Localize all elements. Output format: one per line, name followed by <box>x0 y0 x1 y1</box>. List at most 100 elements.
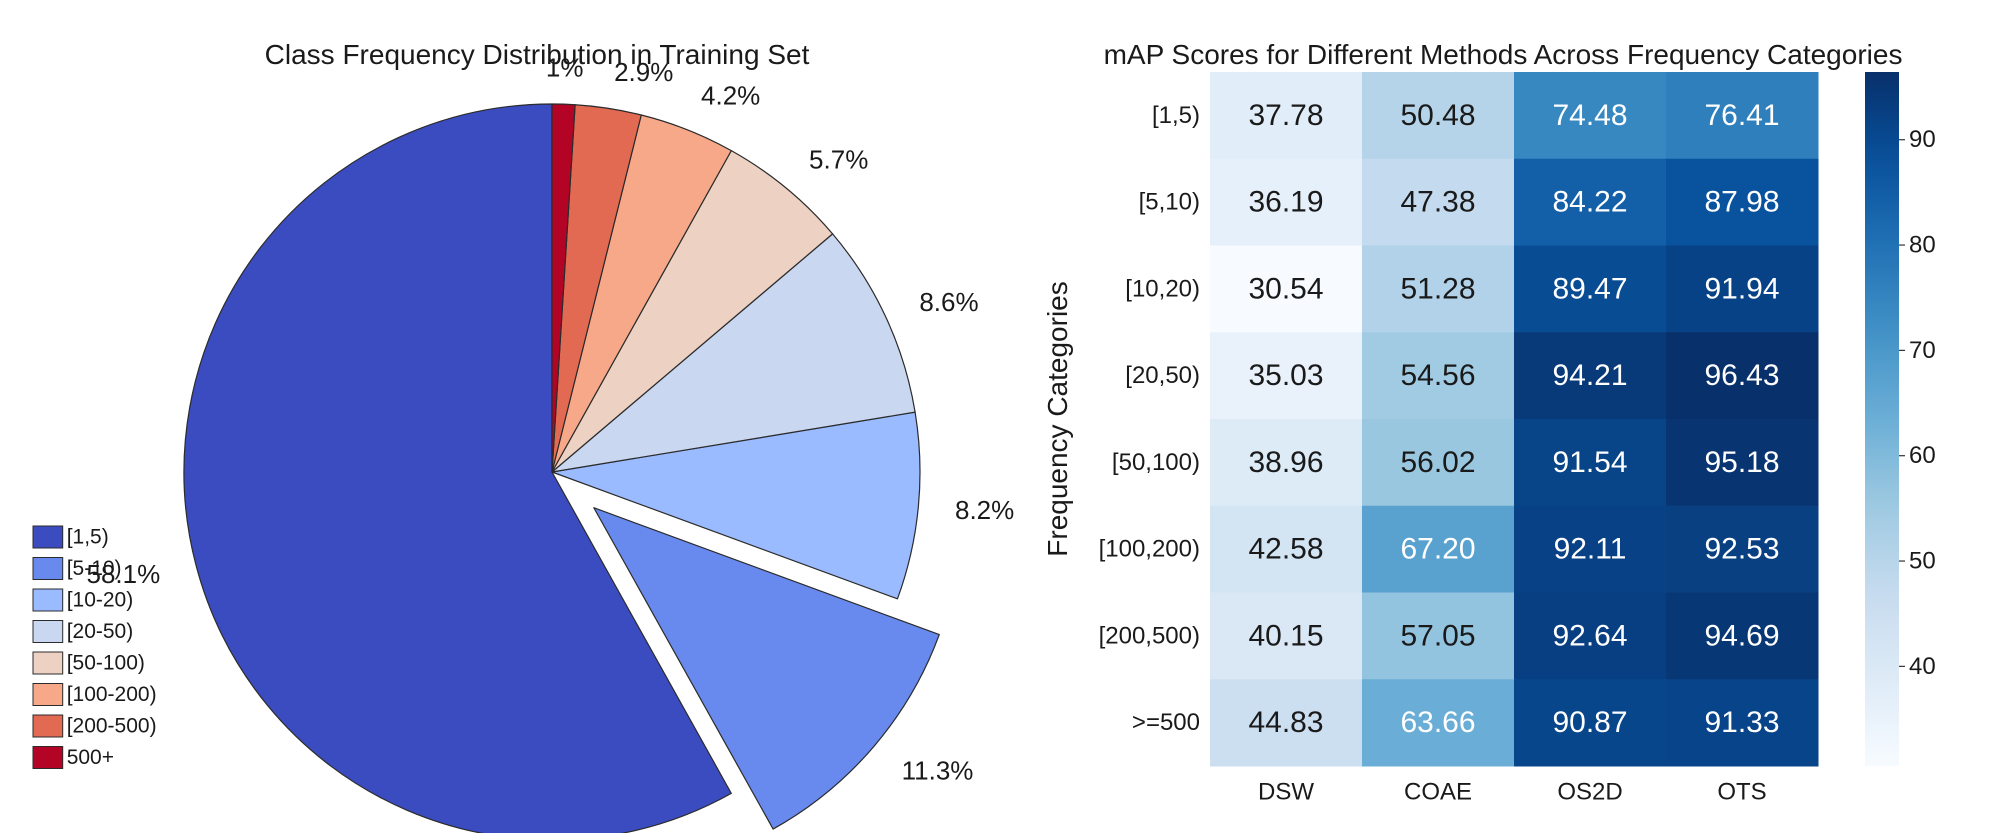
heatmap-cell-value: 84.22 <box>1552 186 1627 219</box>
heatmap-cell-value: 51.28 <box>1400 272 1475 305</box>
heatmap-cell-value: 89.47 <box>1552 272 1627 305</box>
pie-value-label: 5.7% <box>809 144 868 174</box>
pie-value-label: 2.9% <box>614 57 673 87</box>
heatmap-column-label: OS2D <box>1557 779 1622 806</box>
legend-swatch <box>32 714 64 738</box>
pie-value-label: 4.2% <box>701 81 760 111</box>
legend-swatch <box>32 557 64 580</box>
heatmap-cell <box>1514 592 1667 680</box>
pie-value-label: 8.6% <box>919 287 978 317</box>
legend-label: [10-20) <box>67 589 134 612</box>
heatmap-cell-value: 92.53 <box>1704 533 1779 566</box>
heatmap-cell-value: 42.58 <box>1248 533 1323 566</box>
colorbar-tick-label: 60 <box>1909 442 1936 469</box>
legend-label: [5-10) <box>67 557 122 580</box>
pie-value-label: 58.1% <box>87 559 161 589</box>
heatmap-cell-value: 36.19 <box>1248 186 1323 219</box>
heatmap-cell <box>1362 419 1515 507</box>
heatmap-cell <box>1514 72 1667 160</box>
heatmap-cell-value: 94.21 <box>1552 359 1627 392</box>
heatmap-row-label: [50,100) <box>1112 449 1200 476</box>
pie-value-label: 1% <box>546 52 584 82</box>
heatmap-cell-value: 50.48 <box>1400 99 1475 132</box>
pie-chart-panel: Class Frequency Distribution in Training… <box>32 39 1014 838</box>
heatmap-cell <box>1666 679 1819 767</box>
heatmap-cell <box>1514 679 1667 767</box>
heatmap-cell <box>1210 592 1363 680</box>
heatmap-cell <box>1362 158 1515 246</box>
legend-label: [100-200) <box>67 683 157 706</box>
colorbar-tick-label: 90 <box>1909 126 1936 153</box>
heatmap-cell-value: 35.03 <box>1248 359 1323 392</box>
heatmap-row-label: [200,500) <box>1099 622 1200 649</box>
heatmap-cell-value: 92.11 <box>1554 533 1627 566</box>
heatmap-cell-value: 92.64 <box>1552 619 1627 652</box>
heatmap-cell <box>1666 332 1819 420</box>
heatmap-row-label: [5,10) <box>1139 189 1200 216</box>
heatmap-cell <box>1210 419 1363 507</box>
legend-label: [200-500) <box>67 715 157 738</box>
pie-slice-1 <box>183 103 732 838</box>
heatmap-cell <box>1666 72 1819 160</box>
heatmap-cell <box>1210 679 1363 767</box>
heatmap-column-label: OTS <box>1717 779 1766 806</box>
heatmap-cell <box>1362 72 1515 160</box>
heatmap-cell-value: 94.69 <box>1704 619 1779 652</box>
heatmap-cell <box>1210 72 1363 160</box>
heatmap-cell-value: 96.43 <box>1704 359 1779 392</box>
heatmap-cell <box>1514 332 1667 420</box>
heatmap-cell <box>1666 505 1819 593</box>
heatmap-row-label: [10,20) <box>1125 275 1200 302</box>
legend-swatch <box>32 683 64 706</box>
heatmap-panel: mAP Scores for Different Methods Across … <box>1042 39 1936 806</box>
heatmap-cell <box>1666 158 1819 246</box>
heatmap-y-axis-label: Frequency Categories <box>1042 281 1073 556</box>
heatmap-cell-value: 95.18 <box>1704 446 1779 479</box>
heatmap-cell <box>1210 332 1363 420</box>
heatmap-tick-labels: [1,5) [5,10) [10,20) [20,50) [50,100) [100,20… <box>1099 102 1767 806</box>
heatmap-row-label: [100,200) <box>1099 536 1200 563</box>
heatmap-cell-value: 40.15 <box>1248 619 1323 652</box>
heatmap-row-label: [1,5) <box>1152 102 1200 129</box>
legend-label: 500+ <box>67 746 114 769</box>
colorbar-gradient <box>1865 72 1899 766</box>
heatmap-cell-value: 47.38 <box>1400 186 1475 219</box>
heatmap-cell <box>1362 505 1515 593</box>
heatmap-cell-value: 30.54 <box>1248 272 1323 305</box>
heatmap-cell <box>1514 419 1667 507</box>
heatmap-cell-value: 67.20 <box>1400 533 1475 566</box>
heatmap-cell <box>1514 245 1667 333</box>
heatmap-cell-value: 38.96 <box>1248 446 1323 479</box>
legend-label: [20-50) <box>67 620 134 643</box>
heatmap-cell-value: 91.54 <box>1552 446 1627 479</box>
heatmap-cell-value: 76.41 <box>1704 99 1779 132</box>
heatmap-cell <box>1362 592 1515 680</box>
heatmap-cell-value: 91.33 <box>1704 706 1779 739</box>
pie-chart-title: Class Frequency Distribution in Training… <box>265 39 810 70</box>
heatmap-cell-value: 90.87 <box>1552 706 1627 739</box>
heatmap-title: mAP Scores for Different Methods Across … <box>1104 39 1903 70</box>
heatmap-cell <box>1362 679 1515 767</box>
legend-swatch <box>32 651 64 675</box>
heatmap-cell-value: 56.02 <box>1400 446 1475 479</box>
colorbar-tick-label: 50 <box>1909 548 1936 575</box>
heatmap-cell <box>1210 158 1363 246</box>
heatmap-cell-value: 74.48 <box>1552 99 1627 132</box>
heatmap-cell <box>1362 332 1515 420</box>
colorbar-tick-label: 40 <box>1909 653 1936 680</box>
colorbar-tick-label: 70 <box>1909 337 1936 364</box>
pie-legend: [1,5) [5-10) [10-20) [20-50) [50-100) [100-20… <box>32 525 157 769</box>
pie-slice-2 <box>593 507 940 830</box>
legend-swatch <box>32 588 64 612</box>
colorbar-tick-label: 80 <box>1909 232 1936 259</box>
heatmap-column-label: COAE <box>1404 779 1472 806</box>
pie-slice-5 <box>551 150 834 473</box>
heatmap-cell-value: 37.78 <box>1248 99 1323 132</box>
pie-slice-8 <box>551 103 576 473</box>
heatmap-cell <box>1210 245 1363 333</box>
heatmap-cell <box>1362 245 1515 333</box>
pie-value-label: 8.2% <box>955 495 1014 525</box>
heatmap-cell-value: 44.83 <box>1248 706 1323 739</box>
